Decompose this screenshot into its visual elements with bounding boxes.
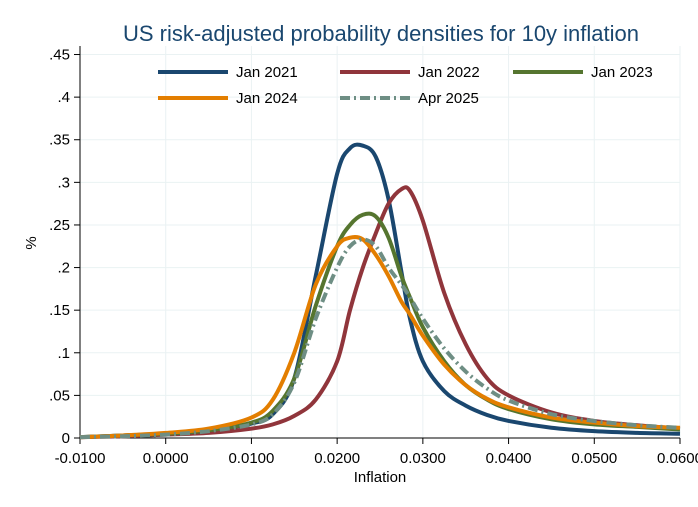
x-tick-label: 0.0000: [143, 450, 189, 467]
legend-label-3: Jan 2023: [591, 64, 653, 81]
series-line-4: [79, 235, 681, 440]
series-line-5: [79, 237, 681, 440]
legend: Jan 2021 Jan 2022 Jan 2023 Jan 2024 Apr 2025: [158, 64, 653, 107]
y-tick-label: .35: [49, 132, 70, 149]
y-tick-label: .1: [57, 345, 70, 362]
x-tick-label: 0.0300: [400, 450, 446, 467]
y-tick-label: .3: [57, 174, 70, 191]
legend-label-2: Jan 2022: [418, 64, 480, 81]
grid: [79, 46, 681, 439]
series-lines: [79, 142, 681, 440]
y-tick-label: .2: [57, 260, 70, 277]
legend-label-1: Jan 2021: [236, 64, 298, 81]
series-line-3: [79, 211, 681, 440]
x-tick-label: 0.0100: [228, 450, 274, 467]
y-axis-label: %: [23, 236, 40, 249]
y-tick-label: .4: [57, 89, 70, 106]
chart-title: US risk-adjusted probability densities f…: [123, 21, 639, 46]
y-tick-label: .45: [49, 47, 70, 64]
x-axis-label: Inflation: [354, 469, 407, 486]
x-tick-label: -0.0100: [55, 450, 106, 467]
x-tick-label: 0.0400: [486, 450, 532, 467]
series-line-1: [79, 142, 681, 440]
y-tick-label: 0: [62, 430, 70, 447]
axes: [79, 46, 680, 439]
x-ticks: -0.0100 0.0000 0.0100 0.0200 0.0300 0.0400 0.0…: [55, 438, 698, 467]
x-tick-label: 0.0500: [571, 450, 617, 467]
y-ticks: 0 .05 .1 .15 .2 .25 .3 .35 .4 .45: [49, 47, 80, 447]
y-tick-label: .05: [49, 387, 70, 404]
y-tick-label: .15: [49, 302, 70, 319]
series-line-2: [79, 185, 681, 440]
y-tick-label: .25: [49, 217, 70, 234]
x-tick-label: 0.0600: [657, 450, 698, 467]
legend-label-5: Apr 2025: [418, 90, 479, 107]
x-tick-label: 0.0200: [314, 450, 360, 467]
legend-label-4: Jan 2024: [236, 90, 298, 107]
